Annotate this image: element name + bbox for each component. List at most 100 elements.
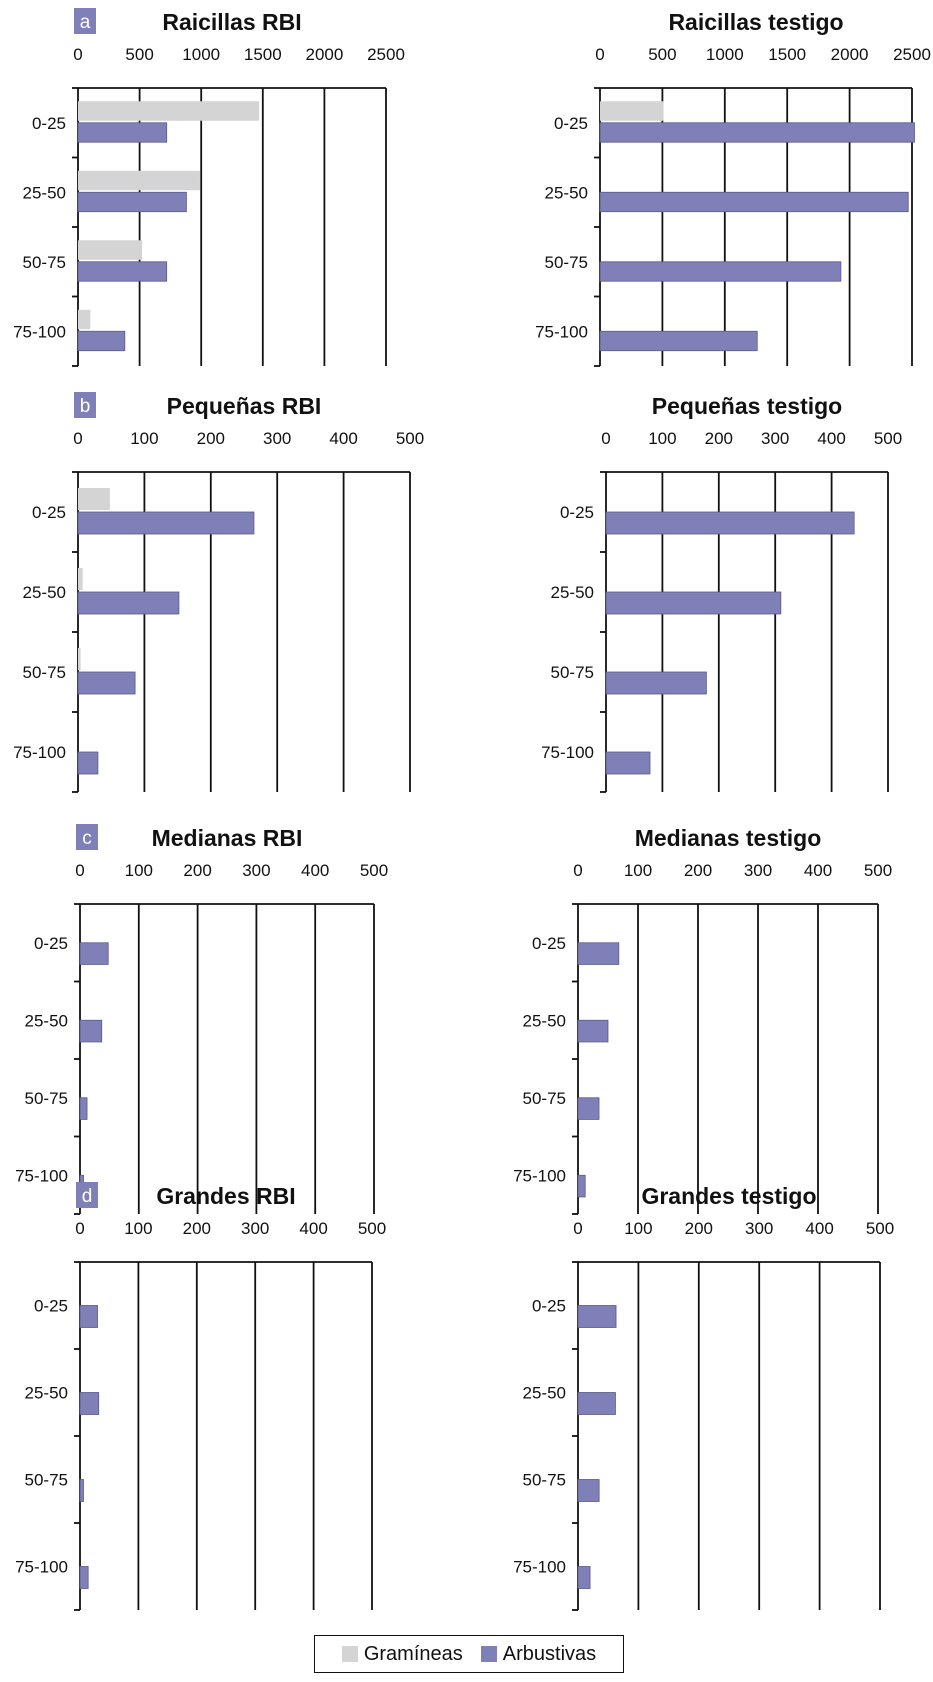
category-label: 50-75 [25,1089,68,1108]
x-tick-label: 0 [73,45,82,64]
bar-arbustivas [577,1097,600,1120]
chart-title: Grandes RBI [156,1183,295,1209]
category-label: 0-25 [554,114,588,133]
x-tick-label: 0 [73,429,82,448]
bar-arbustivas [77,751,99,775]
bar-gramineas [78,240,143,260]
category-label: 25-50 [523,1384,566,1403]
category-label: 75-100 [513,1558,566,1577]
x-tick-label: 500 [360,861,388,880]
legend-swatch-gramineas [341,1646,358,1662]
category-label: 0-25 [34,1297,68,1316]
x-tick-label: 300 [263,429,291,448]
x-tick-label: 100 [624,861,652,880]
category-label: 25-50 [23,583,66,602]
x-tick-label: 300 [242,861,270,880]
category-label: 25-50 [545,183,588,202]
bar-arbustivas [79,1305,98,1328]
x-tick-label: 100 [124,1219,152,1238]
x-tick-label: 100 [125,861,153,880]
legend-label-arbustivas: Arbustivas [502,1642,597,1665]
bar-arbustivas [577,1019,609,1043]
x-tick-label: 400 [329,429,357,448]
x-tick-label: 1000 [706,45,744,64]
bar-arbustivas [605,671,707,695]
category-label: 0-25 [34,934,68,953]
category-label: 50-75 [523,1471,566,1490]
x-tick-label: 200 [183,861,211,880]
legend-label-gramineas: Gramíneas [363,1642,463,1665]
x-tick-label: 300 [744,861,772,880]
panel-label-badge [76,824,98,850]
panel-label-badge [74,8,96,34]
chart-panel-1: Raicillas RBI a 0 500 1000 1500 2000 2500 0-25 25… [13,8,405,367]
category-label: 0-25 [532,1297,566,1316]
bar-arbustivas [577,1566,591,1589]
x-tick-label: 500 [864,861,892,880]
chart-title: Raicillas RBI [162,9,301,35]
chart-panel-6: Medianas testigo 0 100 200 300 400 500 0-25 25-5… [513,825,892,1215]
legend-item-gramineas: Gramíneas [341,1642,463,1666]
category-label: 25-50 [523,1011,566,1030]
x-tick-label: 300 [241,1219,269,1238]
category-label: 75-100 [13,322,66,341]
bar-arbustivas [599,330,758,352]
category-label: 50-75 [523,1089,566,1108]
bar-arbustivas [79,1097,88,1120]
bar-gramineas [78,309,91,330]
chart-title: Pequeñas RBI [167,393,322,419]
panel-label: c [82,828,92,849]
panel-label-badge [76,1182,98,1208]
x-tick-label: 200 [183,1219,211,1238]
chart-title: Grandes testigo [641,1183,816,1209]
category-label: 25-50 [23,183,66,202]
bar-arbustivas [77,122,168,143]
bar-gramineas [600,101,664,121]
category-label: 75-100 [15,1558,68,1577]
x-tick-label: 0 [573,861,582,880]
chart-panel-8: Grandes testigo 0 100 200 300 400 500 0-25 25-50… [513,1183,894,1611]
category-label: 50-75 [23,253,66,272]
chart-title: Raicillas testigo [668,9,843,35]
category-label: 50-75 [551,663,594,682]
category-label: 0-25 [32,114,66,133]
category-label: 25-50 [25,1384,68,1403]
x-tick-label: 200 [197,429,225,448]
bar-arbustivas [79,1566,89,1589]
x-tick-label: 400 [804,861,832,880]
x-tick-label: 200 [685,1219,713,1238]
category-label: 50-75 [23,663,66,682]
x-tick-label: 300 [745,1219,773,1238]
bar-arbustivas [77,191,187,213]
x-tick-label: 100 [624,1219,652,1238]
bar-arbustivas [79,1392,100,1415]
legend-item-arbustivas: Arbustivas [480,1642,597,1666]
bar-arbustivas [577,942,620,965]
bar-arbustivas [577,1392,616,1415]
bar-arbustivas [605,591,782,615]
bar-arbustivas [599,122,915,143]
x-tick-label: 0 [601,429,610,448]
x-tick-label: 500 [866,1219,894,1238]
x-tick-label: 100 [648,429,676,448]
bar-arbustivas [599,261,842,282]
bar-gramineas [78,568,83,590]
category-label: 0-25 [32,503,66,522]
bar-arbustivas [605,511,855,535]
x-tick-label: 1500 [768,45,806,64]
category-label: 75-100 [541,743,594,762]
bar-gramineas [78,101,260,121]
x-tick-label: 400 [805,1219,833,1238]
x-tick-label: 500 [358,1219,386,1238]
category-label: 25-50 [25,1011,68,1030]
category-label: 0-25 [532,934,566,953]
x-tick-label: 400 [817,429,845,448]
chart-title: Medianas testigo [635,825,822,851]
x-tick-label: 400 [299,1219,327,1238]
bar-arbustivas [77,511,255,535]
bar-gramineas [78,170,200,191]
x-tick-label: 2000 [305,45,343,64]
x-tick-label: 0 [75,861,84,880]
chart-panel-2: Raicillas testigo 0 500 1000 1500 2000 2500 0-2… [535,9,931,367]
category-label: 0-25 [560,503,594,522]
